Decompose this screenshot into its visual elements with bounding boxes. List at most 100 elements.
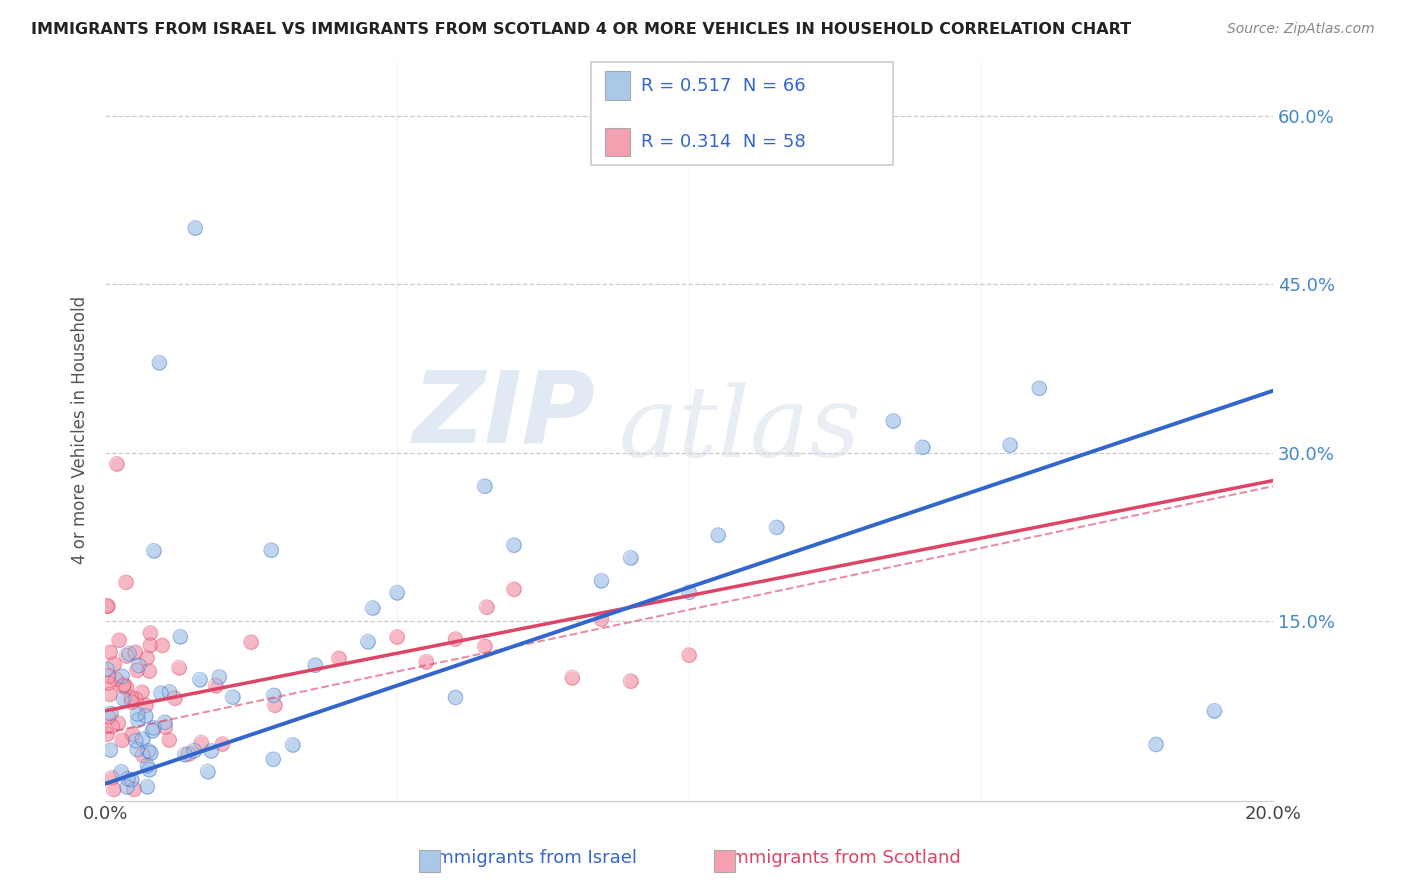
Point bbox=[221, 690, 243, 704]
Point bbox=[911, 440, 934, 454]
Point bbox=[135, 651, 157, 665]
Point bbox=[385, 585, 408, 599]
Point bbox=[105, 457, 128, 471]
Point bbox=[239, 635, 262, 649]
Point bbox=[591, 574, 613, 588]
Point bbox=[96, 727, 118, 741]
Point bbox=[328, 651, 350, 665]
Point bbox=[136, 780, 159, 794]
Point bbox=[100, 706, 122, 721]
Point bbox=[444, 632, 467, 646]
Point bbox=[191, 815, 214, 830]
Point bbox=[200, 744, 222, 758]
Point bbox=[136, 744, 159, 758]
Point bbox=[104, 816, 127, 830]
Point bbox=[97, 669, 120, 683]
Point bbox=[239, 635, 262, 649]
Point bbox=[98, 645, 121, 659]
Point bbox=[138, 664, 160, 678]
Point bbox=[357, 634, 380, 648]
Point bbox=[142, 543, 165, 558]
Point bbox=[107, 715, 129, 730]
Point bbox=[101, 719, 124, 733]
Point bbox=[163, 691, 186, 706]
Point bbox=[97, 669, 120, 683]
Point bbox=[121, 695, 143, 709]
Text: Immigrants from Scotland: Immigrants from Scotland bbox=[727, 849, 960, 867]
Point bbox=[882, 414, 904, 428]
Point bbox=[444, 632, 467, 646]
Point bbox=[127, 742, 149, 756]
Point bbox=[138, 763, 160, 777]
Point bbox=[263, 689, 285, 703]
Point bbox=[108, 816, 131, 830]
Point bbox=[146, 816, 169, 830]
Point bbox=[124, 692, 146, 706]
Point bbox=[103, 782, 125, 797]
Point bbox=[184, 221, 207, 235]
Point bbox=[678, 585, 700, 599]
Point bbox=[169, 630, 191, 644]
Point bbox=[172, 816, 194, 830]
Point bbox=[103, 657, 125, 671]
Point bbox=[172, 816, 194, 830]
Point bbox=[444, 690, 467, 705]
Point bbox=[260, 543, 283, 558]
Point bbox=[415, 655, 437, 669]
Point bbox=[620, 550, 643, 565]
Text: R = 0.314  N = 58: R = 0.314 N = 58 bbox=[641, 133, 806, 151]
Point bbox=[208, 670, 231, 684]
Point bbox=[111, 733, 134, 747]
Point bbox=[121, 727, 143, 741]
Point bbox=[1028, 381, 1050, 395]
Text: ZIP: ZIP bbox=[412, 367, 596, 464]
Point bbox=[707, 528, 730, 542]
Point bbox=[115, 648, 138, 663]
Point bbox=[188, 673, 211, 687]
Point bbox=[998, 438, 1021, 452]
Point bbox=[188, 673, 211, 687]
Point bbox=[561, 671, 583, 685]
Point bbox=[108, 633, 131, 648]
Point bbox=[111, 733, 134, 747]
Point bbox=[96, 727, 118, 741]
Point bbox=[135, 709, 157, 723]
Point bbox=[211, 737, 233, 751]
Point bbox=[765, 520, 787, 534]
Point bbox=[110, 764, 132, 779]
Point bbox=[281, 738, 304, 752]
Point bbox=[678, 648, 700, 662]
Point bbox=[150, 639, 173, 653]
Point bbox=[385, 630, 408, 644]
Point bbox=[112, 678, 135, 692]
Point bbox=[139, 625, 162, 640]
Point bbox=[184, 221, 207, 235]
Point bbox=[115, 680, 138, 694]
Point bbox=[148, 356, 170, 370]
Point bbox=[149, 686, 172, 700]
Point bbox=[120, 690, 142, 705]
Point bbox=[141, 723, 163, 738]
Point bbox=[1204, 704, 1226, 718]
Y-axis label: 4 or more Vehicles in Household: 4 or more Vehicles in Household bbox=[72, 296, 89, 564]
Point bbox=[111, 669, 134, 683]
Point bbox=[155, 720, 177, 734]
Point bbox=[128, 658, 150, 673]
Point bbox=[502, 538, 524, 552]
Point bbox=[112, 679, 135, 693]
Point bbox=[262, 752, 284, 766]
Point bbox=[173, 747, 195, 762]
Point bbox=[591, 612, 613, 626]
Point bbox=[138, 664, 160, 678]
Point bbox=[183, 744, 205, 758]
Point bbox=[135, 698, 157, 713]
Point bbox=[169, 630, 191, 644]
Point bbox=[131, 748, 153, 763]
Point bbox=[200, 744, 222, 758]
Point bbox=[122, 782, 145, 797]
Point bbox=[108, 633, 131, 648]
Point bbox=[125, 664, 148, 678]
Point bbox=[96, 599, 118, 613]
Point bbox=[104, 673, 127, 687]
Point bbox=[103, 782, 125, 797]
